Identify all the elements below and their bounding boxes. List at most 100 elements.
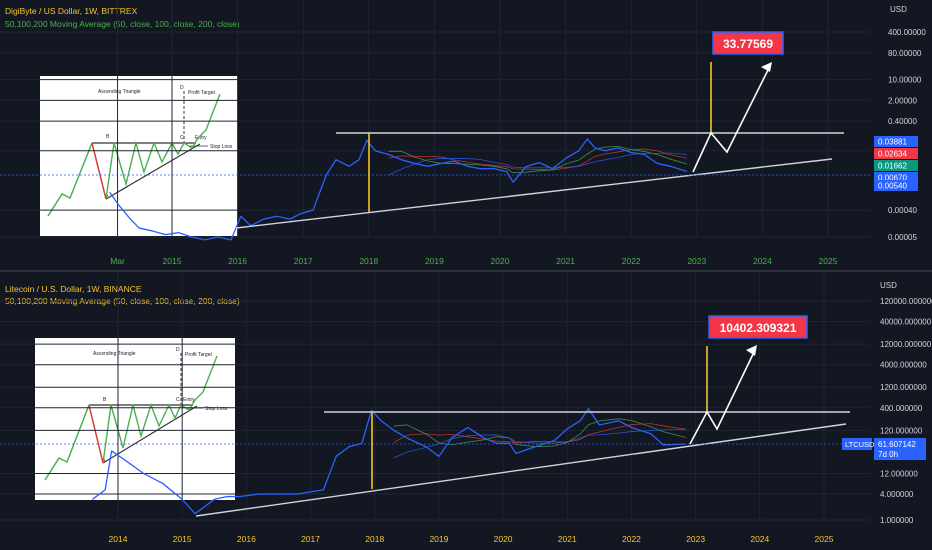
bottom-y-tick-label: 12000.000000 xyxy=(880,340,932,349)
dgb-chart-svg[interactable]: 33.77569 USD Mar 2015 2016 2017 2018 2019 2020… xyxy=(0,0,932,270)
bottom-y-tick-label: 120.000000 xyxy=(880,426,923,435)
ltc-inset-stop: Stop Loss xyxy=(205,406,228,412)
ltc-inset-letter-c: C xyxy=(176,397,180,403)
dgb-currency-label: USD xyxy=(890,5,907,14)
ltc-inset-svg: Ascending Triangle Profit Target Entry S… xyxy=(44,347,228,481)
top-y-tick-label: 400.00000 xyxy=(888,28,926,37)
bottom-y-tick-label: 400.000000 xyxy=(880,404,923,413)
ltc-inset-letter-a: A xyxy=(102,458,106,464)
top-x-tick-label: 2015 xyxy=(163,256,182,266)
dgb-inset-letter-b: B xyxy=(106,134,110,140)
top-x-tick-label: 2017 xyxy=(294,256,313,266)
ltc-inset-title: Ascending Triangle xyxy=(93,351,136,357)
ltc-ticker-text: LTCUSD xyxy=(845,440,875,449)
bottom-x-tick-label: 2025 xyxy=(815,534,834,544)
dgb-inset-title: Ascending Triangle xyxy=(98,89,141,95)
top-x-tick-label: 2016 xyxy=(228,256,247,266)
ltc-inset-entry: Entry xyxy=(183,397,195,403)
bottom-ma-100 xyxy=(393,423,687,444)
top-y-tick-label: 0.00005 xyxy=(888,233,917,242)
bottom-y-tick-label: 120000.000000 xyxy=(880,297,932,306)
dgb-price-badge xyxy=(874,148,918,159)
bottom-ma-50 xyxy=(393,418,687,448)
dgb-price-badge-text: 0.01662 xyxy=(878,162,907,171)
dgb-indicator-legend: 50,100,200 Moving Average (50, close, 10… xyxy=(5,19,240,29)
bottom-x-tick-label: 2015 xyxy=(173,534,192,544)
dgb-price-badge-text: 0.02634 xyxy=(878,150,907,159)
top-x-tick-label: 2020 xyxy=(491,256,510,266)
dgb-inset-prior-trend xyxy=(47,142,93,217)
ltc-price-text: 61.607142 xyxy=(878,440,916,449)
ltc-timer-text: 7d 0h xyxy=(878,450,898,459)
top-y-tick-label: 2.00000 xyxy=(888,96,917,105)
dgb-inset-entry: Entry xyxy=(195,135,207,141)
dgb-arrowhead xyxy=(761,62,772,72)
ltc-inset-letter-b: B xyxy=(103,397,107,403)
ltc-symbol-title: Litecoin / U.S. Dollar, 1W, BINANCE xyxy=(5,284,142,294)
top-y-tick-label: 0.00040 xyxy=(888,206,917,215)
ltc-chart-svg[interactable]: 10402.309321 USD LTCUSD 61.607142 7d 0h … xyxy=(0,272,932,550)
bottom-y-tick-label: 12.000000 xyxy=(880,469,918,478)
top-x-tick-label: 2019 xyxy=(425,256,444,266)
ltc-inset-prior-trend xyxy=(44,404,90,481)
bottom-y-tick-label: 4.000000 xyxy=(880,490,914,499)
bottom-x-tick-label: 2021 xyxy=(558,534,577,544)
dgb-price-badge xyxy=(874,180,918,191)
dgb-symbol-title: DigiByte / US Dollar, 1W, BITTREX xyxy=(5,6,138,16)
dgb-price-badge xyxy=(874,160,918,171)
dgb-inset-red-legs xyxy=(91,142,107,200)
ltc-projection-arrow xyxy=(689,349,756,445)
dgb-overlay: 33.77569 USD xyxy=(0,5,907,229)
bottom-y-tick-label: 1200.000000 xyxy=(880,383,927,392)
bottom-x-tick-label: 2014 xyxy=(109,534,128,544)
ltc-price-badge xyxy=(874,438,926,460)
panel-divider[interactable] xyxy=(0,270,932,272)
top-ma-100 xyxy=(388,148,688,171)
dgb-support-trendline xyxy=(235,158,833,229)
bottom-x-tick-label: 2019 xyxy=(429,534,448,544)
dgb-inset-profit: Profit Target xyxy=(188,90,215,96)
bottom-x-tick-label: 2017 xyxy=(301,534,320,544)
dgb-inset-letter-c: C xyxy=(180,135,184,141)
top-x-tick-label: 2024 xyxy=(753,256,772,266)
bottom-y-tick-label: 1.000000 xyxy=(880,516,914,525)
top-y-tick-label: 10.00000 xyxy=(888,76,922,85)
dgb-inset-stop: Stop Loss xyxy=(210,144,233,150)
top-x-tick-label: 2025 xyxy=(819,256,838,266)
ltc-target-box xyxy=(708,315,808,339)
bottom-x-tick-label: 2018 xyxy=(365,534,384,544)
bottom-y-tick-label: 40000.000000 xyxy=(880,318,932,327)
dgb-inset-support xyxy=(105,143,201,200)
ltc-target-label: 10402.309321 xyxy=(720,321,797,335)
dgb-target-label: 33.77569 xyxy=(723,37,773,51)
bottom-price-series xyxy=(91,408,687,515)
ltc-inset-red-legs xyxy=(88,404,104,464)
ltc-currency-label: USD xyxy=(880,281,897,290)
bottom-x-tick-label: 2020 xyxy=(494,534,513,544)
top-x-tick-label: 2022 xyxy=(622,256,641,266)
ltc-arrowhead xyxy=(746,345,757,356)
ltc-inset-green-legs xyxy=(88,355,218,464)
dgb-price-badge-text: 0.00670 xyxy=(878,174,907,183)
dgb-target-box xyxy=(712,31,784,55)
dgb-price-badge xyxy=(874,136,918,147)
ltc-overlay: 10402.309321 USD LTCUSD 61.607142 7d 0h xyxy=(0,281,926,517)
dgb-projection-arrow xyxy=(692,65,771,173)
dgb-price-badge-text: 0.00540 xyxy=(878,182,907,191)
dgb-price-badge-text: 0.03881 xyxy=(878,138,907,147)
top-ma-200 xyxy=(388,152,687,176)
bottom-ma-200 xyxy=(393,429,687,459)
ltc-inset-profit: Profit Target xyxy=(185,352,212,358)
top-y-tick-label: 80.00000 xyxy=(888,49,922,58)
top-x-tick-label: 2018 xyxy=(359,256,378,266)
dgb-inset-letter-d: D xyxy=(180,85,184,91)
bottom-x-tick-label: 2024 xyxy=(750,534,769,544)
ltc-support-trendline xyxy=(195,423,847,517)
ltc-inset-letter-d: D xyxy=(176,347,180,353)
bottom-x-tick-label: 2016 xyxy=(237,534,256,544)
top-y-tick-label: 0.40000 xyxy=(888,117,917,126)
dgb-chart-panel[interactable]: DigiByte / US Dollar, 1W, BITTREX 50,100… xyxy=(0,0,932,270)
ltc-chart-panel[interactable]: Litecoin / U.S. Dollar, 1W, BINANCE 50,1… xyxy=(0,272,932,550)
top-x-tick-label: Mar xyxy=(110,256,125,266)
dgb-price-badge xyxy=(874,172,918,183)
